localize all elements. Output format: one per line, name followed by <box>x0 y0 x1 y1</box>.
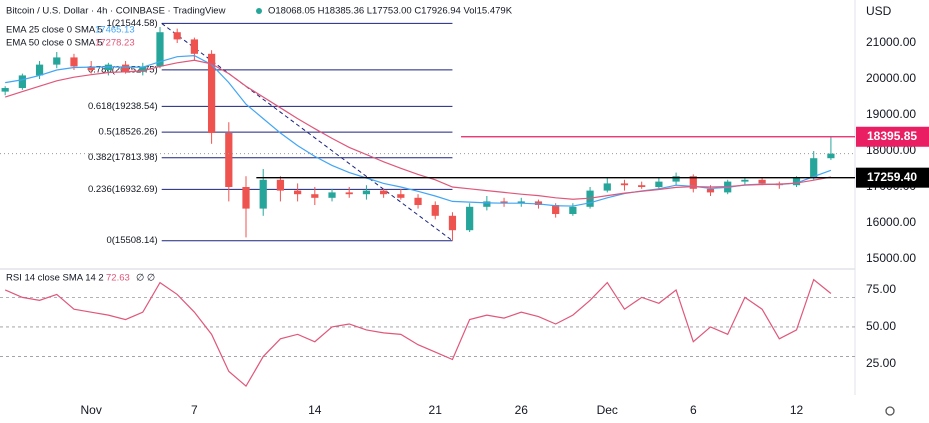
legend-value: 72.63 <box>106 273 130 284</box>
candle-body <box>620 183 629 186</box>
legend-entry: RSI 14 close SMA 14 2 <box>6 273 104 284</box>
price-label: 17259.40 <box>867 170 917 184</box>
candle-body <box>758 179 766 184</box>
candle-body <box>18 75 26 89</box>
candle-body <box>689 176 697 189</box>
fib-label: 0.236(16932.69) <box>88 184 158 195</box>
plot: 0(15508.14) 0.236(16932.69) 0.382(17813.98… <box>0 18 855 388</box>
live-dot <box>256 8 262 14</box>
series-line <box>4 59 832 200</box>
x-tick-label: 6 <box>690 403 697 417</box>
overlay: Bitcoin / U.S. Dollar · 4h · COINBASE · … <box>6 4 929 417</box>
candle-body <box>225 133 233 188</box>
candle-body <box>500 201 508 204</box>
gear[interactable] <box>885 406 895 416</box>
x-tick-label: Dec <box>597 403 618 417</box>
price-label-box <box>856 167 929 188</box>
candle-body <box>603 183 611 191</box>
candle-body <box>362 190 371 195</box>
x-tick-label: 7 <box>191 403 198 417</box>
candle-body <box>173 32 181 40</box>
candle-body <box>87 66 95 71</box>
y-tick-label: 21000.00 <box>866 35 916 49</box>
y-tick-label: 16000.00 <box>866 215 916 229</box>
candle-body <box>345 192 353 195</box>
candle-body <box>259 179 267 209</box>
candle-body <box>638 185 646 188</box>
fib-label: 0.382(17813.98) <box>88 152 158 163</box>
candle-body <box>276 179 285 191</box>
candle-body <box>121 64 130 72</box>
x-tick-label: 12 <box>790 403 804 417</box>
fib-label: 0.618(19238.54) <box>88 101 158 112</box>
candle-body <box>569 206 577 215</box>
candle-body <box>792 178 801 186</box>
legend-value: 17465.13 <box>95 25 135 36</box>
candle-body <box>827 153 835 159</box>
candle-body <box>70 57 78 67</box>
candle-body <box>328 192 336 198</box>
y-tick-label: 20000.00 <box>866 71 916 85</box>
candle-body <box>655 181 663 188</box>
fib-label: 0.5(18526.26) <box>99 127 158 138</box>
candle-body <box>139 66 147 72</box>
x-tick-label: Nov <box>81 403 102 417</box>
legend-entry: EMA 25 close 0 SMA 5 <box>6 25 103 36</box>
candle-body <box>466 206 474 231</box>
y-tick-label: 75.00 <box>866 282 896 296</box>
candle-body <box>448 215 457 231</box>
candle-body <box>741 179 749 182</box>
x-tick-label: 14 <box>308 403 322 417</box>
y-tick-label: 50.00 <box>866 319 896 333</box>
candle-body <box>534 201 543 206</box>
settings-icon[interactable] <box>885 406 895 416</box>
fib-label: 1(21544.58) <box>106 18 157 29</box>
candle-body <box>552 205 560 215</box>
series-line <box>4 278 832 388</box>
candle-body <box>1 88 9 92</box>
legend-entry: EMA 50 close 0 SMA 5 <box>6 38 103 49</box>
candle-body <box>483 201 491 207</box>
legend-suffix: ∅ ∅ <box>136 273 155 284</box>
candle-body <box>53 57 61 65</box>
candle-body <box>190 39 199 54</box>
candle-body <box>242 187 250 209</box>
candle-body <box>311 194 319 198</box>
currency: USD <box>866 4 892 18</box>
ohlc-header: O18068.05 H18385.36 L17753.00 C17926.94 … <box>268 6 513 17</box>
candle-body <box>414 197 422 206</box>
candle-body <box>156 32 164 67</box>
candle-body <box>517 201 525 204</box>
chart-title: Bitcoin / U.S. Dollar · 4h · COINBASE · … <box>6 6 226 17</box>
price-label-box <box>856 126 929 147</box>
candle-body <box>810 158 818 179</box>
price-label: 18395.85 <box>867 129 917 143</box>
candle-body <box>294 190 302 195</box>
candle-body <box>397 194 405 198</box>
candle-body <box>431 205 439 216</box>
trend-line <box>161 23 453 242</box>
candle-body <box>706 188 715 193</box>
x-tick-label: 21 <box>429 403 443 417</box>
fib-label: 0(15508.14) <box>106 235 157 246</box>
x-tick-label: 26 <box>515 403 529 417</box>
candle-body <box>35 64 44 76</box>
y-tick-label: 25.00 <box>866 356 896 370</box>
candle-body <box>207 53 216 134</box>
y-tick-label: 15000.00 <box>866 251 916 265</box>
candle-body <box>380 190 388 195</box>
y-tick-label: 19000.00 <box>866 107 916 121</box>
candle-body <box>672 176 680 182</box>
legend-value: 17278.23 <box>95 38 135 49</box>
